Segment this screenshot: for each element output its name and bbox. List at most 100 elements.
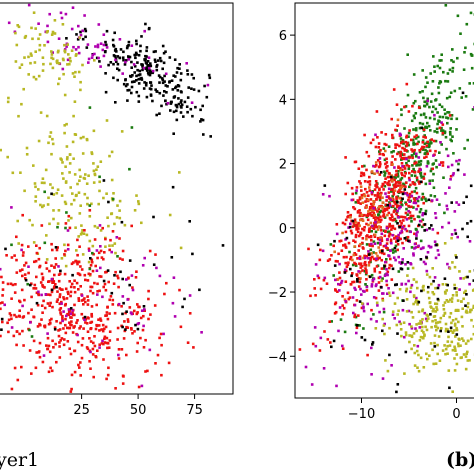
panel-a-point-red [13,313,16,317]
panel-a-point-magenta [62,310,65,313]
panel-b-point-red [379,148,382,152]
panel-a-point-black [188,220,191,223]
panel-b-point-green [431,163,435,166]
panel-b-point-red [373,188,377,191]
panel-b-point-orange [379,236,382,240]
panel-b-point-yellow [425,328,429,332]
panel-a-point-red [103,341,107,344]
panel-a-point-red [77,272,81,276]
panel-b-point-green [424,209,428,213]
panel-a-point-black [157,59,160,62]
panel-b-point-yellow [412,302,415,306]
panel-b-point-magenta [398,320,401,324]
panel-a-point-yellow [83,177,87,180]
panel-a-point-magenta [64,12,68,16]
panel-b-point-red [408,192,412,196]
panel-a-point-red [15,330,19,333]
panel-b-point-orange [390,174,393,177]
panel-a-point-yellow [74,54,78,57]
panel-a-point-yellow [70,216,73,220]
panel-b-point-magenta [323,276,327,280]
panel-b-point-red [361,237,365,240]
panel-a-point-black [163,90,166,93]
panel-a-point-red [9,282,13,286]
panel-b-point-yellow [453,357,456,360]
panel-b-point-magenta [413,242,417,246]
panel-b-point-green [400,199,403,203]
panel-b-point-orange [384,149,387,153]
panel-b-point-orange [374,252,378,255]
panel-a-point-red [43,306,47,310]
panel-b-point-magenta [387,287,390,290]
panel-b-point-green [448,95,452,99]
panel-a-point-yellow [91,244,95,248]
panel-b-point-green [351,263,355,267]
panel-b-point-green [419,113,423,117]
panel-b-point-red [375,265,379,268]
panel-b-point-green [444,135,448,139]
panel-a-point-yellow [106,216,109,219]
panel-a-point-black [158,91,162,95]
panel-b-point-magenta [375,320,378,323]
panel-a-point-red [8,312,12,315]
panel-b-point-yellow [410,347,413,351]
panel-a-point-red [122,337,126,340]
panel-a-point-yellow [34,77,38,81]
panel-b-point-red [373,235,377,238]
panel-a-point-yellow [50,33,54,36]
panel-b-point-red [322,278,326,282]
panel-b-point-yellow [454,317,458,321]
panel-a-point-green [64,226,67,230]
panel-b-point-red [369,212,372,215]
panel-b-point-magenta [449,178,452,181]
panel-a-point-red [47,344,51,348]
panel-a-point-black [180,103,184,107]
panel-b-point-red [349,255,353,259]
panel-b-point-green [419,174,423,177]
panel-b-point-red [369,202,373,206]
panel-a-point-red [61,315,64,318]
panel-a-point-red [22,315,26,318]
panel-a-point-red [57,273,61,276]
panel-a-point-yellow [14,60,18,63]
panel-b-point-green [452,60,455,64]
panel-b-point-red [387,180,391,183]
panel-b-point-magenta [418,219,422,223]
panel-b-point-red [393,227,397,231]
panel-b-point-green [448,130,452,134]
panel-b-point-yellow [408,334,411,337]
panel-b-y-tick-label: 2 [279,158,287,173]
panel-b-point-magenta [372,207,375,210]
panel-b-point-green [458,87,462,90]
panel-b-point-green [440,143,443,146]
panel-b-point-red [367,230,371,233]
panel-a-point-black [69,307,73,310]
panel-a-point-red [15,271,19,274]
panel-a-point-red [84,278,87,282]
panel-b-point-green [446,116,450,120]
panel-a-point-black [55,285,58,289]
panel-b-point-yellow [457,320,460,324]
panel-b-point-red [422,145,426,149]
panel-b-point-yellow [455,353,459,356]
panel-a-point-red [58,356,62,359]
panel-b-point-red [371,255,374,259]
panel-b-point-green [412,167,415,171]
panel-a-point-red [158,336,161,340]
panel-b-point-red [399,201,402,204]
panel-b-point-green [399,178,402,181]
panel-b-point-green [455,128,458,131]
panel-a-point-yellow [61,23,65,26]
panel-b-point-green [397,270,401,273]
panel-b-point-green [450,114,454,117]
panel-a-point-red [68,226,72,230]
panel-b-point-red [383,209,386,213]
panel-b-point-black [415,237,418,240]
panel-a-point-yellow [78,36,82,39]
panel-b-point-red [363,260,367,264]
panel-b-point-green [416,163,419,166]
panel-a-point-red [111,303,115,306]
panel-b-point-yellow [454,254,457,257]
panel-b-point-magenta [352,311,355,315]
panel-a-point-black [209,135,212,138]
